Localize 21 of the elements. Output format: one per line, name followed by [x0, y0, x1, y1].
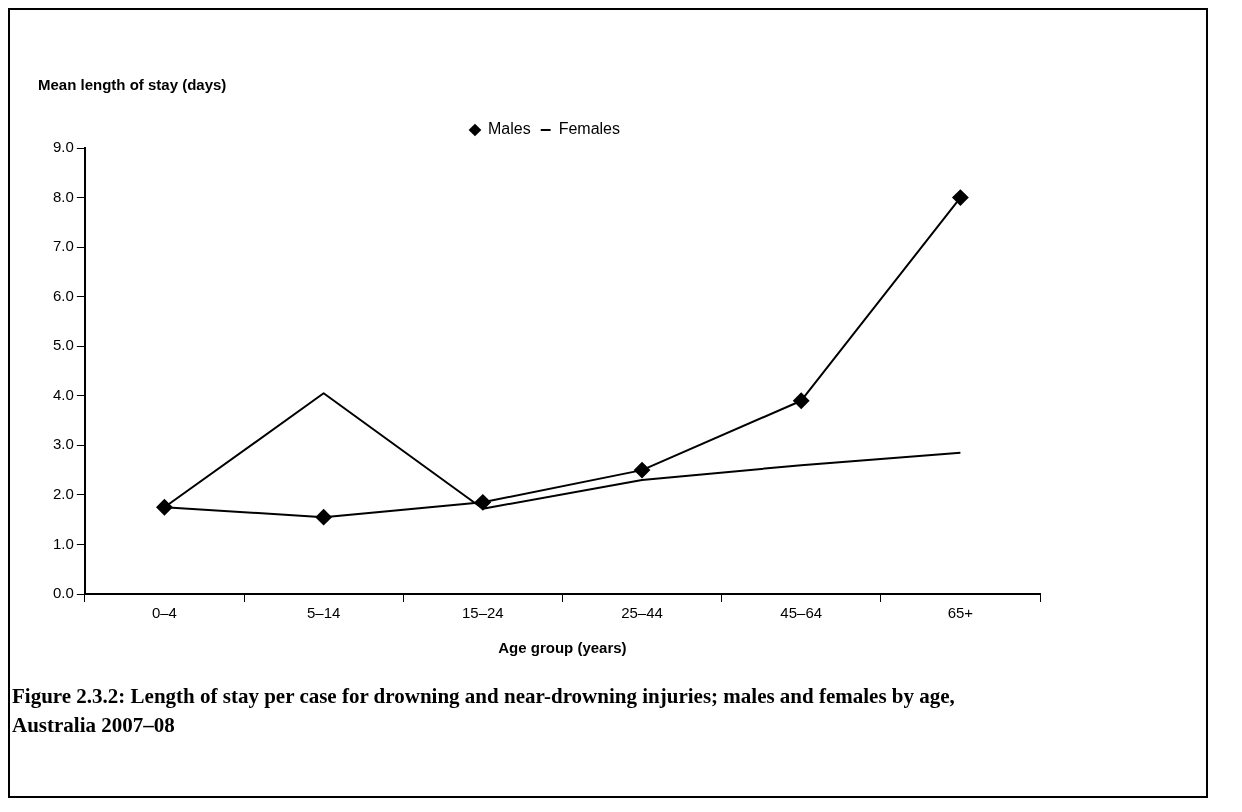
x-axis-title: Age group (years)	[498, 639, 627, 657]
y-tick-label: 7.0	[52, 237, 74, 255]
x-tick-label: 5–14	[306, 604, 341, 622]
x-tick-label: 25–44	[621, 604, 663, 622]
x-tick-label: 15–24	[461, 604, 504, 622]
y-tick-label: 8.0	[52, 187, 74, 205]
y-tick-label: 0.0	[52, 584, 74, 602]
y-tick-label: 4.0	[52, 385, 74, 403]
legend-label: Females	[558, 120, 621, 138]
legend-label: Males	[487, 120, 531, 138]
text: Figure 2.3.2: Length of stay per case for drowning and near-drowning injuries; males and females by age, Australia 2007–08	[11, 683, 956, 740]
y-tick-label: 9.0	[52, 138, 74, 156]
y-tick-label: 1.0	[52, 534, 74, 552]
y-tick-label: 6.0	[52, 286, 74, 304]
x-tick-label: 45–64	[780, 604, 823, 622]
x-tick-label: 65+	[947, 604, 974, 622]
y-tick-label: 2.0	[52, 485, 74, 503]
y-axis-title: Mean length of stay (days)	[38, 76, 227, 93]
y-tick-label: 3.0	[52, 435, 74, 453]
x-tick-label: 0–4	[151, 604, 177, 622]
y-tick-label: 5.0	[52, 336, 74, 354]
